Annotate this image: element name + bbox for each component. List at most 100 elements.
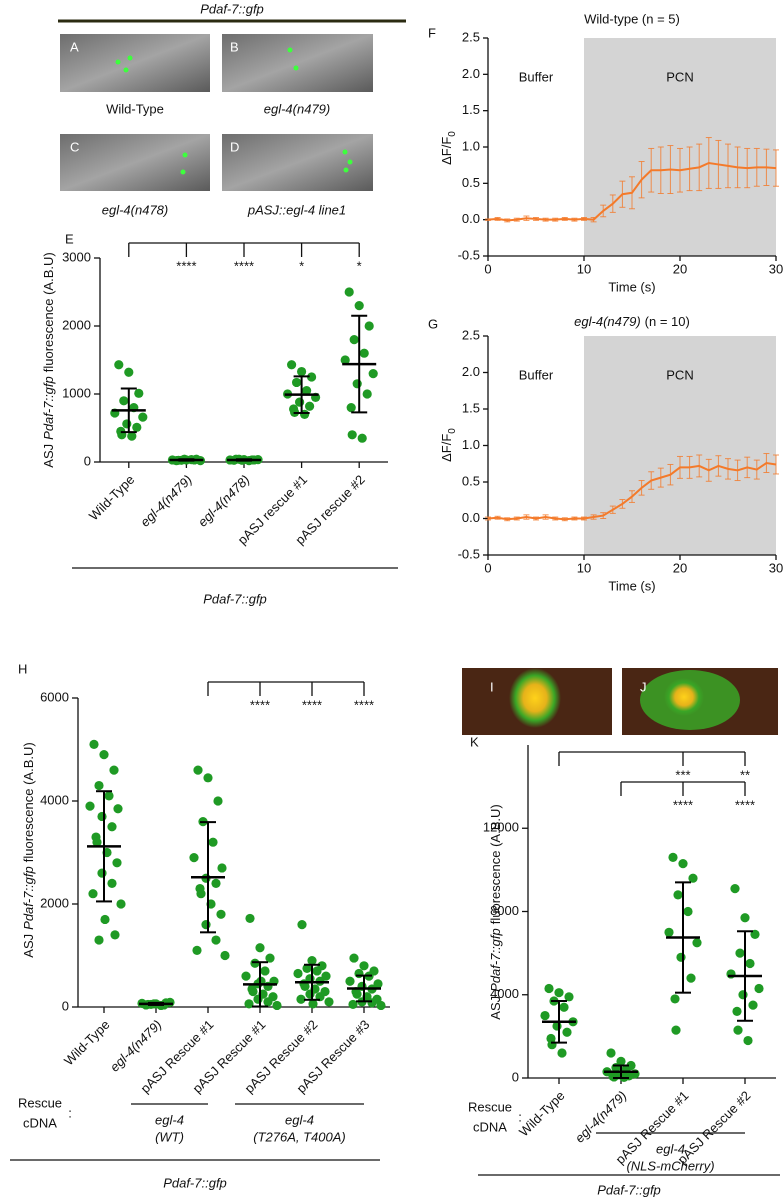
data-point [307,372,317,382]
data-point [220,950,230,961]
y-axis-label: ASJ Pdaf-7::gfp fluorescence (A.B.U) [21,742,36,957]
data-point [686,973,696,983]
chart-title: egl-4(n479) (n = 10) [574,314,690,329]
image-caption: egl-4(n478) [102,202,169,217]
sig-label: ** [740,767,750,782]
y-tick-label: -0.5 [458,546,480,561]
data-point [373,979,383,989]
y-tick-label: 0 [62,998,69,1013]
data-point [245,913,255,924]
data-point [308,999,318,1009]
group-label: egl-4 [285,1112,314,1127]
data-point [94,780,104,791]
data-point [203,773,213,783]
data-point [671,1025,681,1035]
x-tick-label: Wild-Type [61,1017,112,1068]
annotation: PCN [666,69,693,84]
x-axis-label: Time (s) [608,578,655,593]
image-b: B [222,34,373,92]
data-point [217,863,227,873]
sig-label: **** [250,697,270,712]
data-point [692,938,702,948]
data-point [201,920,211,930]
y-axis-label-part: fluorescence (A.B.U) [41,252,56,372]
data-point [248,986,258,997]
data-point [344,287,354,297]
series-line [487,461,777,521]
footer: Pdaf-7::gfp [597,1182,661,1197]
image-c: C [60,134,210,191]
image-j: J [622,668,778,735]
sig-label: *** [675,767,690,782]
chart-title-part: (n = 10) [645,314,690,329]
image-a: A [60,34,210,92]
data-point [748,1000,758,1010]
data-point [296,994,306,1004]
data-point [253,994,263,1004]
panel-letter: H [18,661,27,676]
y-axis-label-part: ΔF/F [439,434,454,462]
panel-letter: C [70,139,79,154]
y-tick-label: 0 [84,453,91,468]
y-axis-label-part: fluorescence (A.B.U) [488,804,503,924]
x-tick-label: 10 [577,261,591,276]
data-point [260,966,270,976]
data-point [670,994,680,1004]
data-point [85,801,95,811]
data-point [754,983,764,994]
data-point [354,301,364,311]
data-point [112,858,122,868]
rescue-label: : [68,1105,72,1120]
y-axis-label: ASJ Pdaf-7::gfp fluorescence (A.B.U) [41,252,56,467]
sig-label: **** [354,697,374,712]
y-tick-label: 0.0 [462,211,480,226]
data-point [564,992,574,1002]
data-point [92,837,102,847]
y-axis-label-part: Pdaf-7::gfp [488,928,503,992]
y-axis-label-part: Pdaf-7::gfp [41,376,56,440]
data-point [132,422,142,432]
data-point [664,927,674,937]
data-point [668,852,678,862]
data-point [211,878,221,889]
data-point [97,811,107,822]
data-point [678,859,688,869]
data-point [324,997,334,1007]
y-axis-label-part: fluorescence (A.B.U) [21,742,36,862]
data-point [376,1000,386,1011]
y-tick-label: 2.0 [462,66,480,81]
data-point [540,1010,550,1021]
data-point [606,1048,616,1058]
data-point [99,750,109,760]
x-tick-label: 30 [769,560,783,575]
y-tick-label: 2.5 [462,29,480,44]
data-point [300,981,310,992]
image-d: D [222,134,373,191]
y-tick-label: 1.0 [462,138,480,153]
data-point [89,739,99,749]
y-tick-label: 4000 [490,986,519,1001]
data-point [127,431,137,441]
data-point [192,945,202,955]
data-point [364,321,374,331]
data-point [359,961,369,971]
data-point [359,348,369,358]
x-tick-label: egl-4(n478) [195,472,253,530]
data-point [347,430,357,440]
data-point [609,1072,619,1082]
data-point [107,822,117,832]
x-tick-label: 0 [484,261,491,276]
sig-label: * [357,258,362,273]
y-tick-label: 8000 [490,903,519,918]
annotation: PCN [666,367,693,382]
rescue-label: : [518,1109,522,1124]
y-tick-label: 3000 [62,249,91,264]
data-point [119,396,129,406]
data-point [357,433,367,443]
sig-label: **** [673,797,693,812]
data-point [124,367,134,377]
sig-label: **** [302,697,322,712]
y-tick-label: 0.5 [462,473,480,488]
panel-letter: D [230,139,239,154]
panel-letter: K [470,734,479,749]
